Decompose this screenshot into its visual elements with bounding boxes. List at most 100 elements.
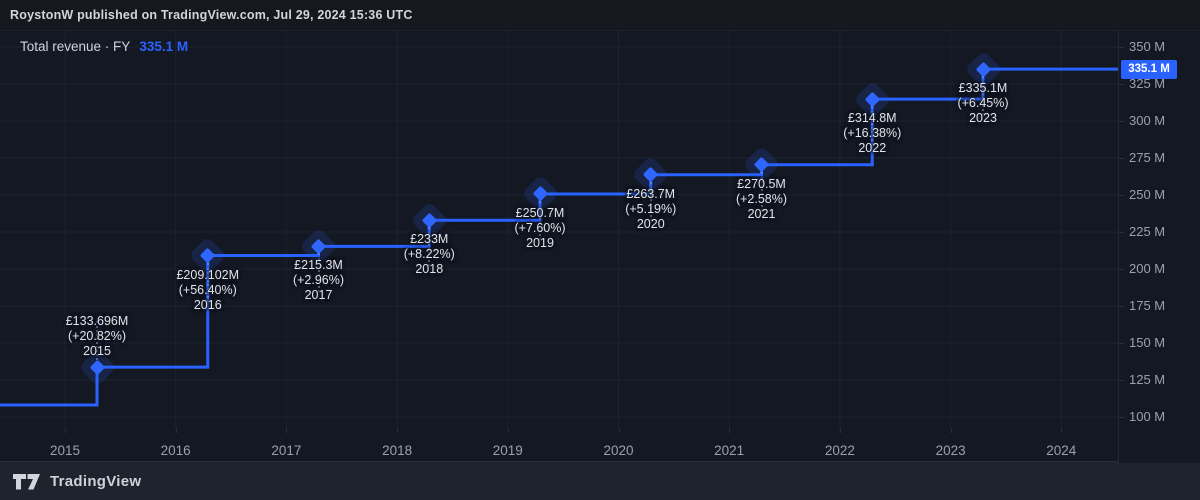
data-point-value: £215.3M	[294, 258, 343, 273]
data-point-year: 2016	[193, 297, 222, 312]
data-point-year: 2017	[304, 288, 333, 303]
data-point-year: 2021	[747, 206, 776, 221]
data-point-label: £263.7M (+5.19%) 2020	[581, 187, 721, 232]
legend-last-value: 335.1 M	[139, 39, 189, 54]
data-point-label: £215.3M (+2.96%) 2017	[249, 258, 389, 303]
label-connector-line	[428, 227, 431, 267]
price-tick-label: 100 M	[1129, 409, 1166, 424]
time-tick-mark	[286, 429, 288, 433]
price-tick-mark	[1119, 417, 1124, 418]
price-tick-label: 125 M	[1129, 372, 1166, 387]
price-tick-mark	[1119, 232, 1124, 233]
label-connector-line	[96, 321, 98, 361]
time-tick-mark	[507, 429, 509, 433]
data-point-change: (+2.58%)	[735, 191, 788, 206]
time-tick-mark	[950, 429, 952, 433]
data-point-value: £233M	[410, 232, 449, 247]
data-point-label: £335.1M (+6.45%) 2023	[913, 81, 1053, 126]
attribution-bar: RoystonW published on TradingView.com, J…	[0, 0, 1200, 30]
price-tick-label: 150 M	[1129, 335, 1166, 350]
time-tick-label: 2017	[271, 443, 302, 458]
data-point-change: (+20.82%)	[67, 329, 127, 344]
data-point-change: (+16.38%)	[843, 126, 902, 141]
data-point-value: £263.7M	[626, 186, 676, 201]
price-tick-label: 300 M	[1129, 113, 1166, 128]
data-point-year: 2015	[83, 344, 111, 359]
chart-legend[interactable]: Total revenue · FY 335.1 M	[20, 39, 188, 54]
time-tick-label: 2024	[1046, 443, 1077, 458]
legend-series-label: Total revenue · FY	[20, 39, 131, 54]
label-connector-line	[760, 171, 763, 211]
time-tick-label: 2020	[603, 443, 634, 458]
time-tick-label: 2016	[160, 443, 191, 458]
attribution-text: RoystonW published on TradingView.com, J…	[10, 8, 413, 22]
label-connector-line	[871, 106, 874, 146]
data-point-change: (+6.45%)	[957, 96, 1009, 111]
time-tick-label: 2021	[714, 443, 745, 458]
time-axis[interactable]: 2015 2016 2017 2018 2019 2020 2021 2022 2023 2024	[0, 429, 1118, 463]
price-tick-mark	[1119, 121, 1124, 122]
time-tick-mark	[175, 429, 177, 433]
data-point-value: £250.7M	[515, 205, 565, 220]
data-point-label: £314.8M (+16.38%) 2022	[802, 111, 942, 156]
data-point-label: £133.696M (+20.82%) 2015	[27, 314, 167, 359]
time-tick-mark	[618, 429, 620, 433]
price-tick-mark	[1119, 306, 1124, 307]
data-point-year: 2020	[636, 216, 665, 231]
time-tick-mark	[397, 429, 399, 433]
label-connector-line	[317, 253, 320, 293]
data-point-year: 2023	[969, 111, 997, 126]
price-tick-label: 200 M	[1129, 261, 1166, 276]
time-tick-mark	[729, 429, 731, 433]
time-tick-label: 2018	[382, 443, 413, 458]
data-point-value: £209.102M	[176, 267, 240, 282]
time-tick-mark	[1061, 429, 1063, 433]
price-tick-mark	[1119, 380, 1124, 381]
data-point-label: £209.102M (+56.40%) 2016	[138, 268, 278, 313]
price-tick-mark	[1119, 84, 1124, 85]
chart-pane[interactable]: Total revenue · FY 335.1 M £133.696M (+20…	[0, 30, 1200, 463]
data-point-change: (+7.60%)	[514, 220, 566, 235]
time-tick-mark	[839, 429, 841, 433]
data-point-value: £133.696M	[65, 314, 129, 329]
last-price-tag[interactable]: 335.1 M	[1121, 59, 1177, 79]
data-point-year: 2019	[526, 235, 554, 250]
time-tick-label: 2019	[492, 443, 523, 458]
price-tick-mark	[1119, 269, 1124, 270]
label-connector-line	[206, 262, 209, 302]
price-tick-mark	[1119, 47, 1124, 48]
price-tick-mark	[1119, 343, 1124, 344]
price-tick-label: 350 M	[1129, 39, 1166, 54]
price-tick-label: 225 M	[1129, 224, 1166, 239]
time-tick-label: 2015	[49, 443, 81, 458]
time-tick-label: 2022	[824, 443, 855, 458]
price-tick-label: 325 M	[1129, 76, 1166, 91]
label-connector-line	[982, 76, 984, 116]
data-point-change: (+56.40%)	[178, 282, 237, 297]
data-point-label: £233M (+8.22%) 2018	[359, 232, 499, 277]
data-point-change: (+5.19%)	[625, 201, 677, 216]
price-tick-mark	[1119, 158, 1124, 159]
data-point-value: £270.5M	[737, 176, 786, 191]
price-tick-label: 175 M	[1129, 298, 1166, 313]
data-point-label: £270.5M (+2.58%) 2021	[692, 177, 832, 222]
data-point-change: (+2.96%)	[292, 273, 345, 288]
data-point-year: 2022	[858, 141, 887, 156]
price-tick-mark	[1119, 195, 1124, 196]
price-tick-label: 250 M	[1129, 187, 1166, 202]
time-tick-mark	[65, 429, 66, 433]
footer-bar: TradingView	[0, 463, 1200, 500]
tradingview-logo-icon	[13, 474, 40, 490]
time-tick-label: 2023	[935, 443, 966, 458]
label-connector-line	[539, 200, 541, 240]
price-axis[interactable]: 350 M 325 M 300 M 275 M 250 M 225 M 200 M 175 M…	[1118, 31, 1200, 463]
data-point-value: £335.1M	[958, 81, 1008, 96]
tradingview-brand-text: TradingView	[50, 473, 142, 490]
data-point-change: (+8.22%)	[403, 247, 455, 262]
data-point-value: £314.8M	[847, 111, 897, 126]
data-point-year: 2018	[415, 262, 444, 277]
price-tick-label: 275 M	[1129, 150, 1166, 165]
label-connector-line	[649, 181, 652, 221]
plot-area[interactable]: Total revenue · FY 335.1 M £133.696M (+20…	[0, 31, 1118, 429]
